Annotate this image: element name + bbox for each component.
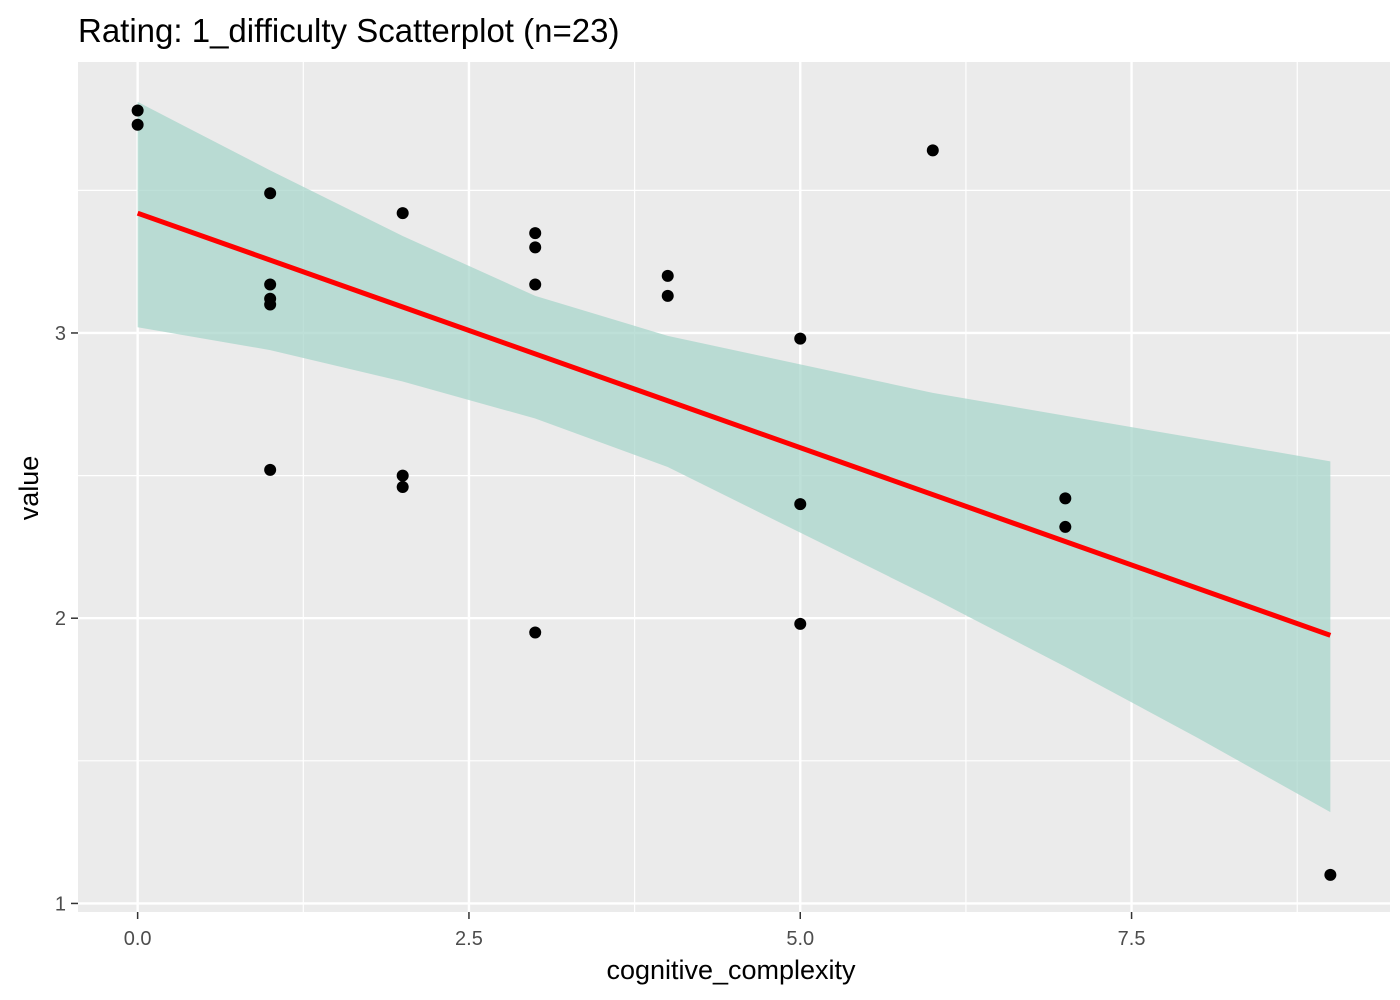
confidence-band-layer xyxy=(137,101,1331,813)
x-tick-label: 2.5 xyxy=(455,928,483,950)
x-tick-label: 7.5 xyxy=(1118,928,1146,950)
data-point xyxy=(794,617,807,630)
points-layer xyxy=(131,104,1337,881)
data-point xyxy=(396,469,409,482)
data-point xyxy=(529,241,542,254)
chart-title: Rating: 1_difficulty Scatterplot (n=23) xyxy=(78,12,619,49)
data-point xyxy=(396,481,409,493)
data-point xyxy=(926,144,939,157)
y-axis-title: value xyxy=(14,456,44,521)
data-point xyxy=(264,463,277,476)
data-point xyxy=(396,207,409,220)
data-point xyxy=(661,289,674,302)
data-point xyxy=(1324,868,1337,881)
regression-line-layer xyxy=(136,210,1332,638)
x-tick-label: 5.0 xyxy=(786,928,814,950)
y-tick-label: 3 xyxy=(55,323,66,345)
data-point xyxy=(529,227,542,240)
data-point xyxy=(1059,492,1072,505)
x-axis-title: cognitive_complexity xyxy=(606,955,856,985)
regression-line xyxy=(136,210,1332,638)
y-tick-label: 1 xyxy=(55,893,66,915)
data-point xyxy=(661,269,674,282)
data-point xyxy=(794,332,807,345)
data-point xyxy=(529,626,542,639)
data-point xyxy=(264,278,277,291)
y-tick-label: 2 xyxy=(55,608,66,630)
y-axis: 1 2 3 xyxy=(55,323,78,915)
data-point xyxy=(264,187,277,200)
x-tick-label: 0.0 xyxy=(124,928,152,950)
data-point xyxy=(529,278,542,291)
confidence-band xyxy=(137,101,1331,813)
data-point xyxy=(794,498,807,511)
x-axis: 0.0 2.5 5.0 7.5 xyxy=(124,912,1146,950)
data-point xyxy=(131,118,144,131)
data-point xyxy=(264,298,277,311)
data-point xyxy=(131,104,144,117)
data-point xyxy=(1059,520,1072,533)
